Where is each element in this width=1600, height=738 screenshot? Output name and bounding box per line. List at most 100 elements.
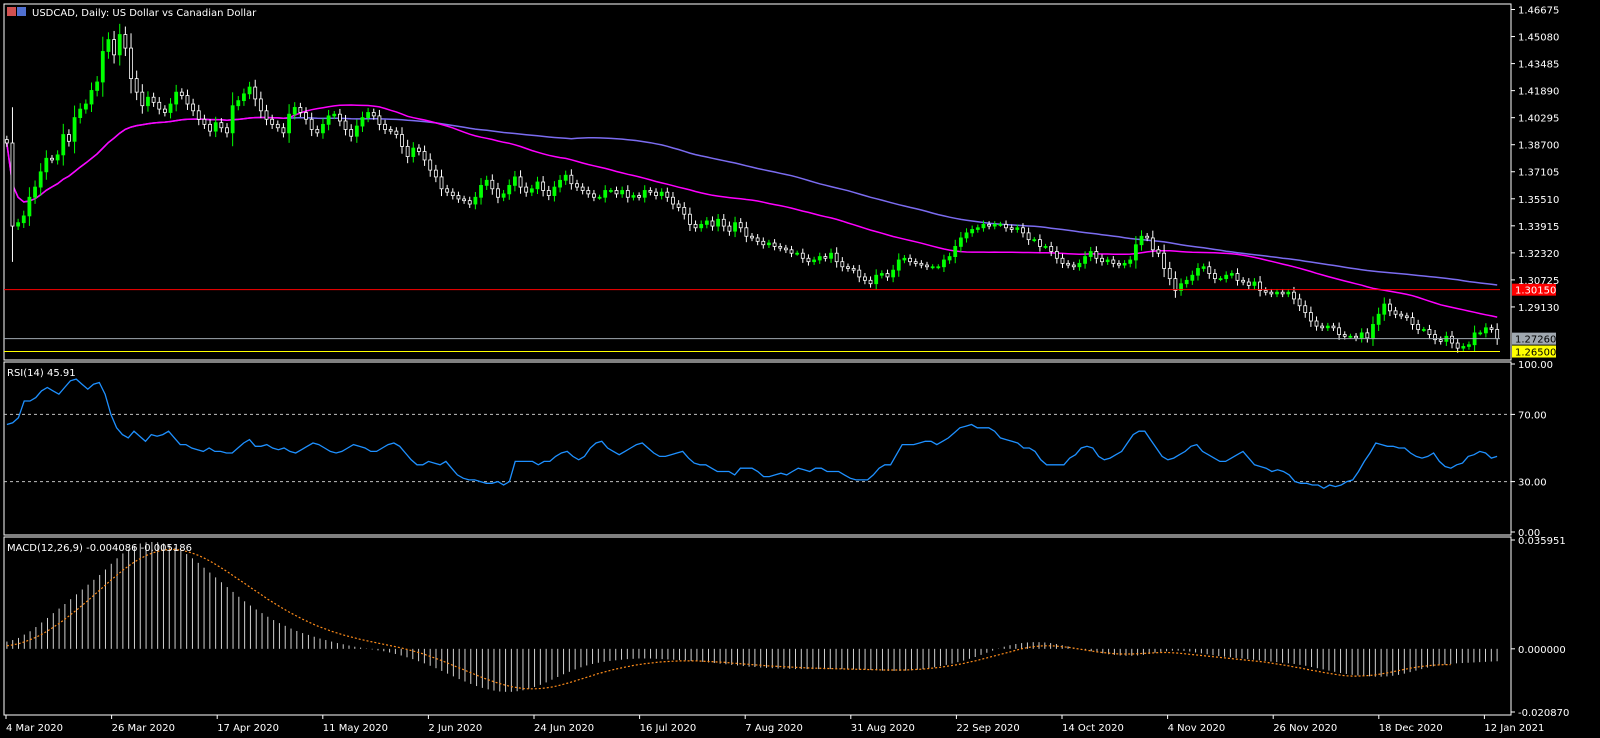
candle (89, 82, 94, 112)
macd-tick-label: 0.035951 (1518, 536, 1566, 547)
candle (631, 192, 636, 201)
candle (1269, 288, 1274, 298)
candle (456, 191, 461, 203)
candle (710, 216, 715, 231)
candle (716, 214, 721, 232)
candle (388, 126, 393, 135)
candle (1083, 251, 1087, 269)
rsi-panel[interactable]: 100.00 70.00 30.00 0.00 RSI(14) 45.91 (4, 360, 1553, 539)
candle (750, 233, 754, 242)
candle (654, 188, 658, 200)
candle (275, 120, 280, 132)
symbol-label: USDCAD, Daily: US Dollar vs Canadian Dol… (32, 8, 257, 19)
candle (202, 114, 207, 129)
candle (1077, 259, 1082, 271)
candle (292, 102, 297, 120)
candle (196, 104, 201, 126)
candle (524, 182, 529, 197)
candle (287, 104, 291, 143)
candle (1038, 234, 1042, 252)
candle (140, 84, 145, 114)
candle (1218, 276, 1223, 282)
candle (1275, 288, 1279, 298)
candle (1421, 326, 1426, 333)
horizontal-lines[interactable]: 1.30150 1.27260 1.26500 (4, 283, 1556, 359)
chart-frame (3, 3, 1512, 716)
candle (693, 220, 698, 232)
candle (541, 176, 546, 197)
candle (1297, 293, 1302, 312)
candle (1404, 312, 1409, 321)
candle (998, 221, 1003, 227)
time-tick-label: 22 Sep 2020 (956, 723, 1019, 734)
candle (868, 276, 873, 288)
candle (337, 108, 342, 127)
candle (371, 108, 376, 120)
candle (16, 218, 21, 230)
time-tick-label: 14 Oct 2020 (1062, 723, 1124, 734)
candle (1015, 224, 1020, 233)
candle (123, 26, 128, 57)
chart-flag-icon (17, 7, 26, 16)
candle (1263, 287, 1268, 296)
candle (496, 182, 500, 204)
macd-panel[interactable]: 0.035951 0.000000 -0.020870 MACD(12,26,9) … (6, 536, 1569, 719)
candle (1026, 227, 1031, 245)
candle (648, 187, 653, 196)
candle (10, 107, 15, 262)
price-tick-label: 1.41890 (1518, 87, 1559, 98)
candle (4, 135, 9, 147)
candle (1450, 331, 1454, 349)
candle (83, 99, 88, 114)
rsi-line (6, 378, 1498, 490)
candle (1229, 270, 1234, 279)
candle (405, 139, 410, 164)
price-panel[interactable]: 1.30150 1.27260 1.26500 1.46675 1.45080 1.43… (4, 6, 1559, 359)
candle (332, 110, 337, 120)
candle (699, 220, 704, 232)
candle (61, 123, 66, 166)
candle (1179, 278, 1183, 296)
candle (129, 33, 133, 94)
candle (671, 192, 675, 210)
candle (309, 112, 314, 137)
candle (106, 32, 111, 59)
candle (1308, 306, 1313, 327)
price-tick-label: 1.30725 (1518, 276, 1559, 287)
candle (1365, 328, 1370, 343)
candle (896, 253, 901, 277)
candle (349, 124, 354, 142)
candle (1461, 343, 1466, 352)
candle (637, 192, 641, 201)
rsi-label: RSI(14) 45.91 (7, 368, 76, 379)
candle (1207, 261, 1212, 279)
moving-averages (6, 104, 1498, 318)
candle (936, 264, 941, 270)
candle (1032, 237, 1037, 243)
candle (546, 185, 551, 201)
candle (1235, 268, 1240, 286)
candle (953, 239, 958, 264)
candle (789, 245, 794, 258)
support-price-tag (1512, 345, 1556, 358)
candle (970, 225, 975, 237)
candle (575, 179, 579, 191)
macd-histogram (6, 541, 1498, 692)
candle (134, 70, 139, 101)
candle (354, 119, 359, 143)
candle (1433, 329, 1437, 345)
candle (981, 220, 986, 232)
candle (529, 184, 534, 197)
candle (366, 107, 371, 123)
candle (1173, 271, 1178, 298)
candle (1054, 246, 1059, 264)
candle (783, 244, 788, 254)
candle (665, 187, 670, 202)
candle (738, 218, 743, 233)
candle (72, 105, 77, 154)
price-tick-label: 1.37105 (1518, 168, 1559, 179)
candle (1314, 316, 1319, 331)
price-tick-label: 1.45080 (1518, 33, 1559, 44)
candle (1483, 323, 1488, 338)
